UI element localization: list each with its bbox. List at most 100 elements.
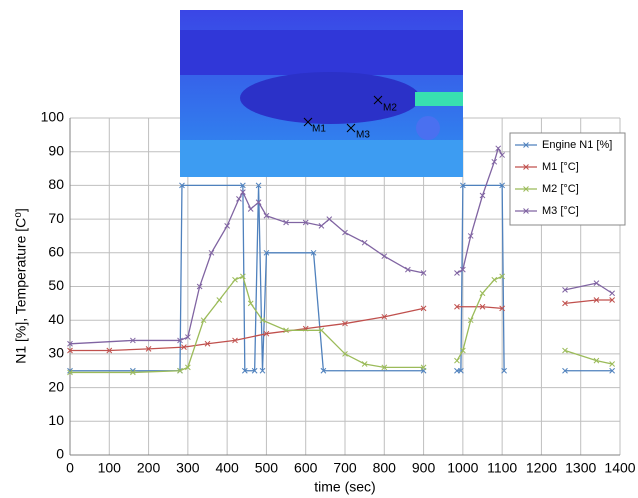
data-point xyxy=(460,266,466,273)
y-tick-label: 70 xyxy=(48,210,64,226)
data-point xyxy=(454,270,460,276)
inset-image: M1 M2 M3 xyxy=(180,10,463,177)
x-tick-label: 1200 xyxy=(526,460,557,476)
data-point xyxy=(247,300,254,307)
y-tick-label: 90 xyxy=(48,142,64,158)
y-tick-label: 100 xyxy=(41,109,65,125)
data-point xyxy=(562,287,568,293)
data-point xyxy=(499,182,505,189)
data-point xyxy=(420,305,427,312)
data-point xyxy=(458,367,464,374)
data-point xyxy=(255,182,262,189)
data-point xyxy=(342,320,348,327)
x-tick-label: 600 xyxy=(294,460,318,476)
y-tick-label: 0 xyxy=(56,446,64,462)
data-point xyxy=(251,367,258,374)
marker-m3 xyxy=(346,123,356,133)
data-point xyxy=(310,249,317,256)
data-point xyxy=(263,249,270,256)
data-point xyxy=(247,206,254,212)
x-tick-label: 700 xyxy=(333,460,357,476)
data-point xyxy=(420,364,427,371)
x-tick-label: 300 xyxy=(176,460,200,476)
data-point xyxy=(499,152,505,158)
data-point xyxy=(259,317,266,324)
x-tick-label: 500 xyxy=(255,460,279,476)
marker-m1 xyxy=(303,117,313,127)
data-point xyxy=(479,290,486,297)
data-point xyxy=(177,337,183,344)
data-point xyxy=(562,347,568,354)
inset-label: M3 xyxy=(356,130,370,141)
data-point xyxy=(342,351,348,357)
data-point xyxy=(381,364,388,371)
data-point xyxy=(302,219,309,226)
data-point xyxy=(318,222,325,229)
data-point xyxy=(263,212,270,219)
y-tick-label: 80 xyxy=(48,176,64,192)
data-point xyxy=(241,367,248,374)
y-axis-label: N1 [%], Temperature [C⁰] xyxy=(13,208,29,364)
data-point xyxy=(232,276,238,283)
data-point xyxy=(342,229,348,236)
data-point xyxy=(609,297,615,303)
data-point xyxy=(106,347,113,354)
data-point xyxy=(562,367,568,374)
data-point xyxy=(381,253,388,260)
x-tick-label: 1100 xyxy=(487,460,517,476)
x-tick-label: 400 xyxy=(215,460,239,476)
legend-label: M3 [°C] xyxy=(542,205,579,217)
data-point xyxy=(479,303,486,310)
x-tick-label: 0 xyxy=(66,460,74,476)
data-point xyxy=(593,357,600,364)
data-point xyxy=(255,199,262,206)
data-point xyxy=(232,337,238,344)
data-point xyxy=(405,266,411,273)
y-tick-label: 50 xyxy=(48,277,64,293)
data-point xyxy=(130,337,136,344)
data-point xyxy=(460,347,466,354)
data-point xyxy=(501,367,507,374)
series-line xyxy=(70,299,613,352)
data-point xyxy=(240,273,246,280)
inset-label: M2 xyxy=(383,103,397,114)
data-point xyxy=(454,303,460,310)
data-point xyxy=(326,216,333,222)
data-point xyxy=(208,249,215,256)
data-point xyxy=(318,327,325,334)
data-point xyxy=(460,182,466,189)
legend-marker xyxy=(523,164,529,170)
data-point xyxy=(283,327,289,334)
data-point xyxy=(361,361,368,367)
legend-marker xyxy=(523,208,529,214)
data-point xyxy=(67,369,73,376)
data-point xyxy=(179,182,185,189)
legend-marker xyxy=(523,142,529,148)
engine xyxy=(240,72,420,124)
data-point xyxy=(236,196,242,202)
data-point xyxy=(609,361,615,367)
data-point xyxy=(196,283,203,290)
hot-spot xyxy=(415,92,463,106)
x-tick-label: 200 xyxy=(137,460,161,476)
data-point xyxy=(185,364,191,371)
data-point xyxy=(181,344,187,351)
data-point xyxy=(499,305,505,312)
data-point xyxy=(491,158,498,165)
y-tick-label: 10 xyxy=(48,412,64,428)
inset-label: M1 xyxy=(312,124,326,135)
data-point xyxy=(467,317,474,324)
data-point xyxy=(499,273,505,280)
data-point xyxy=(609,367,615,374)
data-point xyxy=(185,334,191,340)
data-point xyxy=(263,330,270,337)
data-point xyxy=(145,345,152,352)
y-tick-label: 40 xyxy=(48,311,64,327)
data-point xyxy=(177,367,183,374)
data-point xyxy=(204,340,211,347)
legend-marker xyxy=(523,186,529,192)
fuselage xyxy=(180,30,463,75)
wheel xyxy=(416,116,440,140)
y-tick-label: 30 xyxy=(48,345,64,361)
x-axis-label: time (sec) xyxy=(314,479,375,495)
